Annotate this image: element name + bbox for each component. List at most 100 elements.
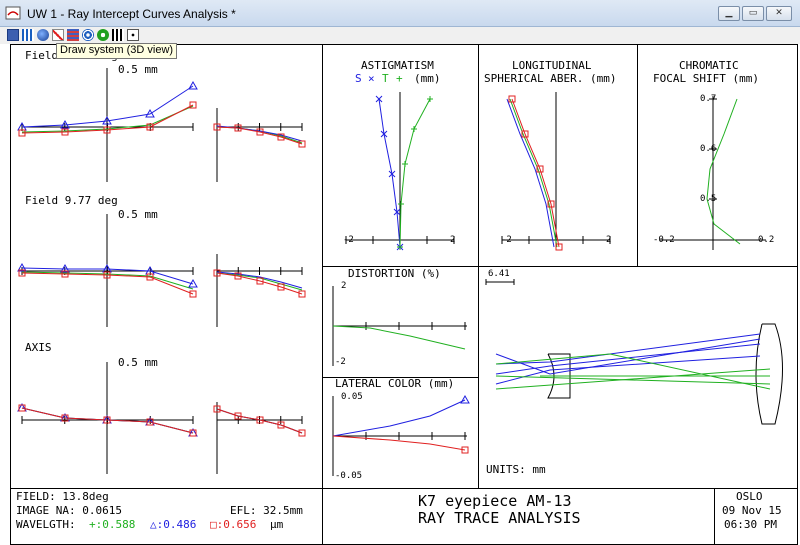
layout-ray-blue xyxy=(495,338,761,375)
spherical-red-marker xyxy=(521,130,529,138)
draw-system-icon[interactable] xyxy=(52,29,64,41)
ray-intercept-1-right-red-curve xyxy=(216,126,303,145)
ray-intercept-2-red-marker xyxy=(146,273,154,281)
chromatic-x-max: 0.2 xyxy=(758,235,775,245)
layout-lens-1 xyxy=(547,353,571,399)
ray-intercept-2-red-marker xyxy=(256,277,264,285)
chromatic-y-06: 0.6 xyxy=(700,144,717,154)
ray-intercept-2-right-blue-curve xyxy=(216,271,303,289)
ray-intercept-2-red-marker xyxy=(277,283,285,291)
chromatic-green-curve xyxy=(706,98,741,245)
spherical-title-2: SPHERICAL ABER. (mm) xyxy=(484,72,617,85)
astig-legend-x: × xyxy=(368,72,375,85)
maximize-button[interactable]: ▭ xyxy=(742,6,764,21)
layout-ray-blue xyxy=(495,333,761,365)
ray-intercept-1-red-marker xyxy=(189,101,197,109)
target-icon[interactable] xyxy=(82,29,94,41)
ray-intercept-3-red-marker xyxy=(18,404,26,412)
astig-legend-plus: + xyxy=(396,72,403,85)
lateral-blue-curve xyxy=(332,399,466,437)
astig-s-marker xyxy=(393,208,401,216)
spherical-blue-curve xyxy=(506,98,555,248)
ray-intercept-3-red-marker xyxy=(298,429,306,437)
lateral-red-marker xyxy=(461,446,469,454)
maximize-icon: ▭ xyxy=(748,8,758,18)
layout-ray-blue xyxy=(495,343,761,375)
spherical-red-marker xyxy=(547,200,555,208)
footer-title-2: RAY TRACE ANALYSIS xyxy=(418,509,581,527)
ray-intercept-1-blue-marker xyxy=(102,115,112,125)
minimize-button[interactable]: ▁ xyxy=(718,6,740,21)
astig-s-marker xyxy=(375,95,383,103)
footer-wl-red: □:0.656 xyxy=(210,518,257,531)
analysis-canvas: Field 13.8 deg 0.5 mm Field 9.77 deg 0.5… xyxy=(10,44,800,545)
ray-intercept-1-red-marker xyxy=(61,128,69,136)
plots-svg xyxy=(17,68,783,476)
ray-intercept-1-red-marker xyxy=(18,129,26,137)
ray-intercept-3-red-marker xyxy=(61,414,69,422)
ray-intercept-1-left-red-curve xyxy=(21,104,194,134)
ray-intercept-1-red-marker xyxy=(298,140,306,148)
lateral-blue-marker xyxy=(460,394,470,404)
spherical-green-curve xyxy=(509,98,558,248)
ray-intercept-2-red-marker xyxy=(213,269,221,277)
spreadsheet-icon[interactable] xyxy=(7,29,19,41)
chromatic-title-2: FOCAL SHIFT (mm) xyxy=(653,72,759,85)
spherical-red-curve xyxy=(511,98,560,248)
ray-intercept-2-left-green-curve xyxy=(21,271,194,290)
ray-intercept-3-red-marker xyxy=(234,412,242,420)
footer-efl: EFL: 32.5mm xyxy=(230,504,303,517)
axis-label: AXIS xyxy=(25,341,52,354)
ray-intercept-1-blue-marker xyxy=(60,119,70,129)
ray-intercept-3-red-marker xyxy=(146,418,154,426)
ray-intercept-1-left-green-curve xyxy=(21,105,194,133)
layout-ray-green xyxy=(495,368,771,390)
spherical-red-marker xyxy=(508,95,516,103)
footer-wl-blue: △:0.486 xyxy=(150,518,197,531)
distortion-title: DISTORTION (%) xyxy=(348,267,441,280)
ray-intercept-3-right-red-curve xyxy=(216,408,303,434)
aperture-icon[interactable] xyxy=(97,29,109,41)
footer-wavelength-label: WAVELGTH: xyxy=(16,518,76,531)
footer-image-na: IMAGE NA: 0.0615 xyxy=(16,504,122,517)
layout-lens-2 xyxy=(755,323,783,425)
ray-intercept-3-red-marker xyxy=(213,405,221,413)
footer-date: 09 Nov 15 xyxy=(722,504,782,517)
ray-trace-icon[interactable] xyxy=(22,29,34,41)
ray-intercept-3-red-marker xyxy=(189,429,197,437)
chromatic-y-05: 0.5 xyxy=(700,194,717,204)
footer-wl-unit: μm xyxy=(270,518,284,531)
ray-intercept-2-right-red-curve xyxy=(216,272,303,295)
layout-ray-blue xyxy=(495,355,761,385)
title-bar: UW 1 - Ray Intercept Curves Analysis * ▁… xyxy=(0,0,800,27)
sphere-icon[interactable] xyxy=(37,29,49,41)
astig-s-marker xyxy=(380,130,388,138)
lateral-red-curve xyxy=(332,435,466,451)
chromatic-title-1: CHROMATIC xyxy=(679,59,739,72)
astig-t-curve xyxy=(399,98,431,248)
lateral-color-title: LATERAL COLOR (mm) xyxy=(335,377,455,390)
dice-icon[interactable] xyxy=(127,29,139,41)
grid-icon[interactable] xyxy=(67,29,79,41)
ray-intercept-3-left-red-curve xyxy=(21,407,194,434)
field-1-scale: 0.5 mm xyxy=(118,63,158,76)
ray-intercept-2-left-red-curve xyxy=(21,272,194,295)
close-button[interactable]: ✕ xyxy=(766,6,792,21)
bars-icon[interactable] xyxy=(112,29,124,41)
field-2-label: Field 9.77 deg xyxy=(25,194,118,207)
app-icon xyxy=(5,6,21,20)
ray-intercept-1-blue-marker xyxy=(145,108,155,118)
ray-intercept-2-red-marker xyxy=(103,271,111,279)
ray-intercept-2-blue-marker xyxy=(17,262,27,272)
distortion-y-max: 2 xyxy=(341,281,347,291)
spherical-red-marker xyxy=(536,165,544,173)
ray-intercept-1-red-marker xyxy=(256,128,264,136)
layout-ray-green xyxy=(495,353,771,390)
distortion-curve xyxy=(332,325,466,350)
ray-intercept-3-red-marker xyxy=(256,416,264,424)
spherical-red-marker xyxy=(555,243,563,251)
ray-intercept-1-red-marker xyxy=(213,123,221,131)
layout-ray-green xyxy=(495,375,771,385)
footer-title-1: K7 eyepiece AM-13 xyxy=(418,492,572,510)
distortion-y-min: -2 xyxy=(335,357,346,367)
